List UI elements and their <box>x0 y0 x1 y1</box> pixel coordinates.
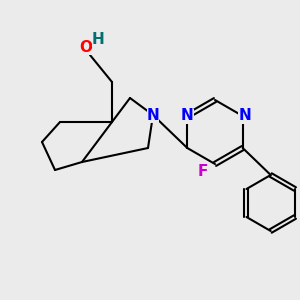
Text: N: N <box>147 107 159 122</box>
Text: O: O <box>80 40 92 55</box>
Text: N: N <box>181 109 194 124</box>
Text: N: N <box>238 109 251 124</box>
Text: F: F <box>198 164 208 179</box>
Text: H: H <box>92 32 104 46</box>
